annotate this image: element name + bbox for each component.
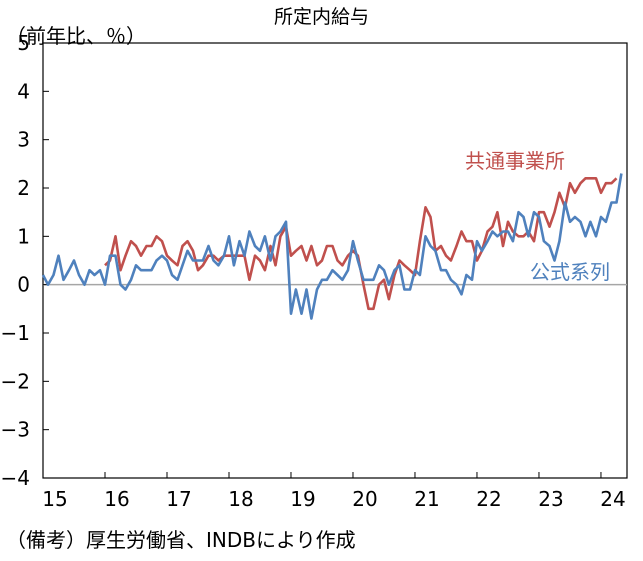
y-tick-label: 1 [17, 224, 30, 248]
x-tick-label: 20 [352, 487, 377, 511]
y-tick-label: 5 [17, 31, 30, 55]
x-tick-label: 21 [414, 487, 439, 511]
x-tick-label: 24 [600, 487, 625, 511]
series-line-1 [41, 173, 623, 320]
y-tick-label: −4 [1, 466, 30, 490]
x-tick-label: 19 [290, 487, 315, 511]
y-tick-label: 2 [17, 176, 30, 200]
y-tick-label: 3 [17, 128, 30, 152]
x-tick-label: 22 [476, 487, 501, 511]
y-tick-label: −1 [1, 321, 30, 345]
y-tick-label: 0 [17, 273, 30, 297]
y-tick-label: −2 [1, 369, 30, 393]
y-tick-label: 4 [17, 79, 30, 103]
x-tick-label: 23 [538, 487, 563, 511]
y-unit-label: （前年比、％） [6, 24, 146, 48]
series-line-0 [104, 177, 618, 311]
source-note: （備考）厚生労働省、INDBにより作成 [6, 528, 356, 552]
x-tick-label: 17 [166, 487, 191, 511]
chart-title: 所定内給与 [273, 6, 369, 28]
y-tick-label: −3 [1, 418, 30, 442]
series-label: 共通事業所 [465, 149, 565, 173]
series-label: 公式系列 [530, 260, 610, 284]
plot-frame [42, 42, 628, 479]
x-tick-label: 16 [104, 487, 129, 511]
x-tick-label: 18 [228, 487, 253, 511]
x-tick-label: 15 [42, 487, 67, 511]
